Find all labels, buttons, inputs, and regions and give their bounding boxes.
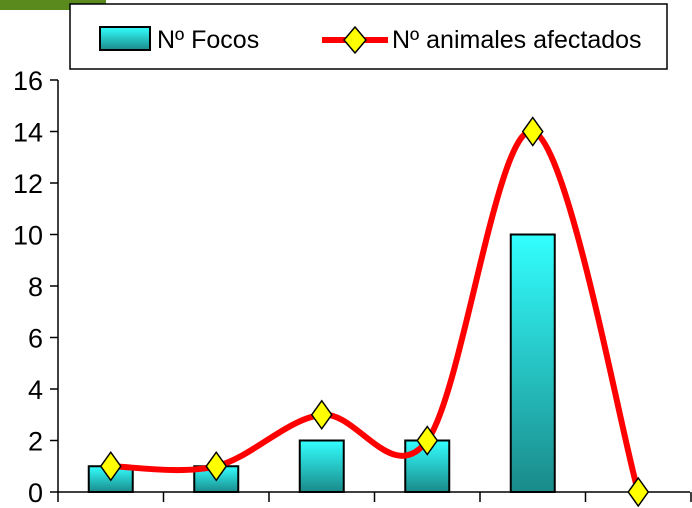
- bars: [87, 233, 556, 493]
- markers: [99, 116, 650, 508]
- line-marker: [205, 450, 228, 482]
- legend-box: [69, 3, 668, 70]
- line-series-path: [107, 128, 642, 495]
- line-marker: [99, 450, 122, 482]
- legend-marker-animales: [343, 25, 367, 55]
- line-marker: [627, 476, 650, 508]
- y-tick-label: 12: [13, 169, 43, 199]
- y-tick-label: 2: [28, 427, 43, 457]
- line-marker: [521, 116, 544, 147]
- legend-label-animales: Nº animales afectados: [392, 26, 642, 54]
- legend-label-focos: Nº Focos: [157, 26, 259, 54]
- line-marker: [310, 399, 333, 431]
- corner-accent: [0, 0, 106, 10]
- y-tick-label: 8: [28, 272, 43, 302]
- legend-swatch-focos: [99, 26, 151, 51]
- bar: [509, 233, 556, 493]
- y-tick-label: 16: [13, 66, 43, 96]
- y-tick-label: 4: [28, 375, 43, 405]
- legend: Nº Focos Nº animales afectados: [69, 3, 668, 70]
- line-series: [107, 128, 642, 495]
- y-tick-label: 10: [13, 221, 43, 251]
- y-tick-label: 14: [13, 118, 43, 148]
- y-tick-label: 6: [28, 324, 43, 354]
- y-tick-label: 0: [28, 478, 43, 508]
- line-marker: [416, 425, 439, 456]
- bar: [298, 439, 345, 493]
- axes: 0 2 4 6 8 10 12 14 16: [13, 66, 692, 508]
